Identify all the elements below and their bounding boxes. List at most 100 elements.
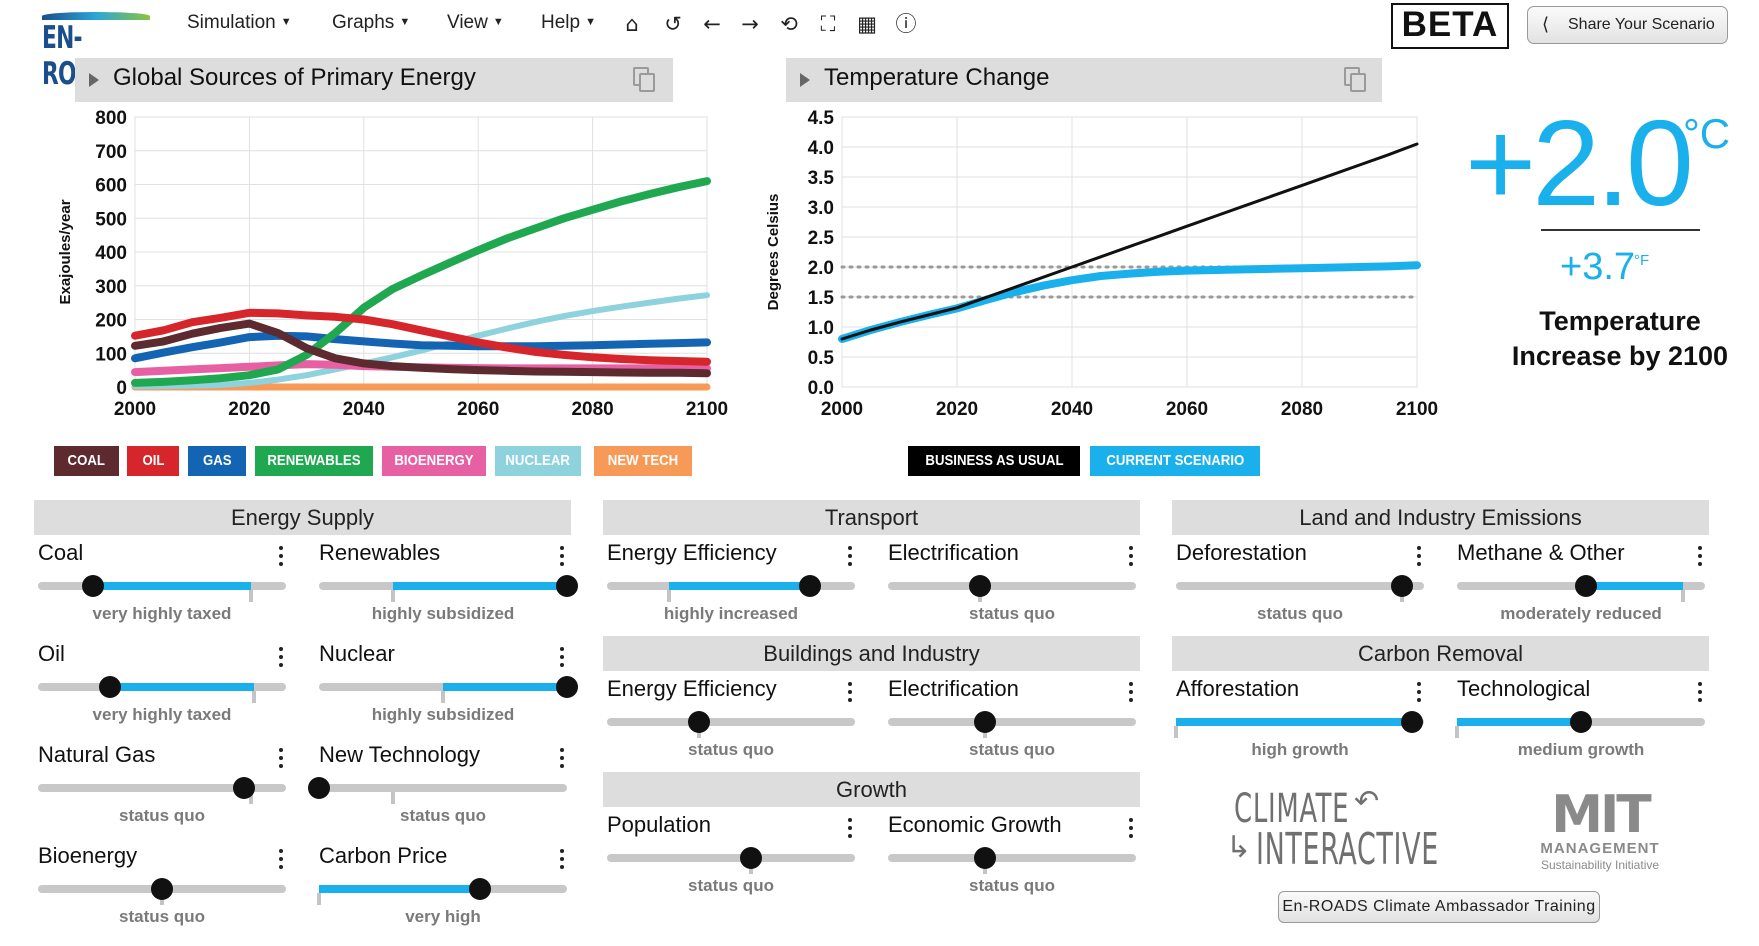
- climate-interactive-logo[interactable]: CLIMATE ↶ ↳ INTERACTIVE: [1222, 784, 1438, 876]
- slider-handle[interactable]: [1574, 575, 1597, 597]
- slider-handle[interactable]: [81, 575, 104, 597]
- control-label[interactable]: Electrification: [888, 676, 1019, 701]
- caret-down-icon: ▼: [399, 16, 411, 28]
- slider-track[interactable]: [607, 718, 855, 726]
- series-line-business-as-usual: [840, 142, 1419, 341]
- slider-track[interactable]: [38, 784, 286, 792]
- control-status: moderately reduced: [1500, 604, 1662, 623]
- slider-handle[interactable]: [556, 676, 578, 698]
- slider-handle[interactable]: [232, 777, 255, 799]
- table-icon[interactable]: ▦: [857, 12, 877, 36]
- slider-handle[interactable]: [1570, 711, 1592, 733]
- more-options-icon[interactable]: [276, 544, 286, 568]
- menu-simulation[interactable]: Simulation ▼: [187, 12, 292, 34]
- slider-handle[interactable]: [1400, 711, 1423, 733]
- en-roads-logo[interactable]: EN-ROADS: [42, 6, 162, 92]
- legend-nuclear[interactable]: NUCLEAR: [495, 446, 581, 476]
- control-label[interactable]: New Technology: [319, 742, 481, 767]
- redo-icon[interactable]: ⟲: [780, 12, 798, 36]
- slider-handle[interactable]: [98, 676, 121, 698]
- control-label[interactable]: Nuclear: [319, 641, 395, 666]
- slider-handle[interactable]: [739, 847, 762, 869]
- more-options-icon[interactable]: [557, 645, 567, 669]
- more-options-icon[interactable]: [276, 847, 286, 871]
- slider-handle[interactable]: [151, 878, 173, 900]
- slider-handle[interactable]: [556, 575, 578, 597]
- control-status: status quo: [969, 740, 1055, 759]
- mit-management-logo[interactable]: MIT MANAGEMENT Sustainability Initiative: [1520, 789, 1680, 880]
- forward-icon[interactable]: →: [741, 12, 759, 36]
- legend-current-scenario[interactable]: CURRENT SCENARIO: [1090, 446, 1260, 476]
- more-options-icon[interactable]: [845, 544, 855, 568]
- control-label[interactable]: Energy Efficiency: [607, 676, 777, 701]
- control-label[interactable]: Oil: [38, 641, 65, 666]
- slider-handle[interactable]: [1390, 575, 1413, 597]
- slider-track[interactable]: [888, 854, 1136, 862]
- control-label[interactable]: Methane & Other: [1457, 540, 1625, 565]
- climate-ambassador-training-button[interactable]: En-ROADS Climate Ambassador Training: [1278, 891, 1600, 923]
- y-tick-label: 100: [95, 344, 127, 365]
- slider-handle[interactable]: [687, 711, 710, 733]
- info-icon[interactable]: ⓘ: [895, 12, 917, 36]
- copy-icon[interactable]: [633, 67, 659, 95]
- more-options-icon[interactable]: [557, 746, 567, 770]
- more-options-icon[interactable]: [1695, 680, 1705, 704]
- more-options-icon[interactable]: [276, 645, 286, 669]
- more-options-icon[interactable]: [1126, 816, 1136, 840]
- fullscreen-icon[interactable]: ⛶: [820, 12, 836, 36]
- slider-handle[interactable]: [968, 575, 991, 597]
- legend-gas[interactable]: GAS: [188, 446, 246, 476]
- panel-energy-supply: Energy Supply: [34, 500, 571, 535]
- more-options-icon[interactable]: [557, 847, 567, 871]
- slider-track[interactable]: [888, 582, 1136, 590]
- expand-triangle-icon[interactable]: [800, 73, 810, 87]
- more-options-icon[interactable]: [1126, 680, 1136, 704]
- control-label[interactable]: Technological: [1457, 676, 1591, 701]
- legend-oil[interactable]: OIL: [127, 446, 179, 476]
- slider-handle[interactable]: [973, 847, 996, 869]
- slider-track[interactable]: [607, 854, 855, 862]
- more-options-icon[interactable]: [1414, 544, 1424, 568]
- control-label[interactable]: Afforestation: [1176, 676, 1300, 701]
- control-label[interactable]: Economic Growth: [888, 812, 1062, 837]
- home-icon[interactable]: ⌂: [625, 12, 639, 36]
- menu-graphs[interactable]: Graphs ▼: [332, 12, 410, 34]
- slider-handle[interactable]: [973, 711, 996, 733]
- menu-view[interactable]: View ▼: [447, 12, 504, 34]
- slider-handle[interactable]: [308, 777, 330, 799]
- legend-renewables[interactable]: RENEWABLES: [255, 446, 373, 476]
- undo-icon[interactable]: ↺: [664, 12, 682, 36]
- panel-buildings-industry: Buildings and Industry: [603, 636, 1140, 671]
- temperature-chart: 0.0 0.5 1.0 1.5 2.0 2.5 3.0 3.5 4.0 4.5 2000 2020 20…: [765, 108, 1438, 420]
- legend-coal[interactable]: COAL: [54, 446, 119, 476]
- back-icon[interactable]: ←: [703, 12, 721, 36]
- more-options-icon[interactable]: [1414, 680, 1424, 704]
- legend-business-as-usual[interactable]: BUSINESS AS USUAL: [908, 446, 1080, 476]
- control-label[interactable]: Energy Efficiency: [607, 540, 777, 565]
- slider-handle[interactable]: [799, 575, 822, 597]
- slider-track[interactable]: [1176, 582, 1424, 590]
- menu-help[interactable]: Help ▼: [541, 12, 596, 34]
- slider-track[interactable]: [888, 718, 1136, 726]
- control-label[interactable]: Bioenergy: [38, 843, 138, 868]
- slider-handle[interactable]: [469, 878, 492, 900]
- more-options-icon[interactable]: [557, 544, 567, 568]
- more-options-icon[interactable]: [276, 746, 286, 770]
- control-label[interactable]: Deforestation: [1176, 540, 1307, 565]
- more-options-icon[interactable]: [845, 816, 855, 840]
- more-options-icon[interactable]: [1695, 544, 1705, 568]
- control-label[interactable]: Population: [607, 812, 711, 837]
- control-label[interactable]: Coal: [38, 540, 84, 565]
- expand-triangle-icon[interactable]: [89, 73, 99, 87]
- control-label[interactable]: Renewables: [319, 540, 441, 565]
- share-scenario-button[interactable]: ⟨ Share Your Scenario: [1527, 6, 1728, 44]
- slider-track[interactable]: [319, 784, 567, 792]
- legend-new-tech[interactable]: NEW TECH: [594, 446, 692, 476]
- legend-bioenergy[interactable]: BIOENERGY: [382, 446, 486, 476]
- control-label[interactable]: Carbon Price: [319, 843, 448, 868]
- more-options-icon[interactable]: [1126, 544, 1136, 568]
- copy-icon[interactable]: [1344, 67, 1370, 95]
- more-options-icon[interactable]: [845, 680, 855, 704]
- control-label[interactable]: Natural Gas: [38, 742, 156, 767]
- control-label[interactable]: Electrification: [888, 540, 1019, 565]
